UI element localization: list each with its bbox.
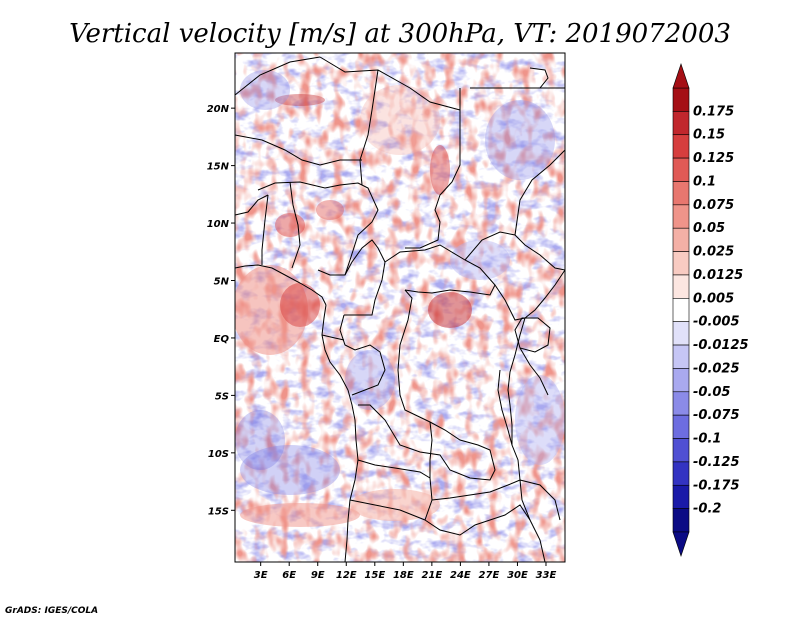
colorbar-label: 0.1 [693, 174, 716, 189]
x-tick-label: 18E [393, 570, 414, 581]
y-tick-label: 5S [215, 391, 229, 402]
border-sahel-1 [235, 134, 362, 166]
border-gabon [321, 334, 345, 341]
x-tick-label: 6E [282, 570, 296, 581]
colorbar-band [672, 111, 690, 136]
y-tick-label: 15N [207, 162, 230, 173]
colorbar-label: 0.0125 [693, 268, 743, 283]
border-sudan-ethiopia [514, 149, 565, 236]
border-tanganyika [497, 369, 513, 446]
colorbar-band [672, 181, 690, 206]
colorbar-band [672, 274, 690, 299]
border-west-3 [289, 181, 301, 269]
colorbar-label: -0.2 [693, 502, 721, 517]
y-axis: 20N 15N 10N 5N EQ 5S 10S 15S [207, 104, 235, 517]
x-tick-label: 12E [336, 570, 357, 581]
colorbar-band [672, 134, 690, 159]
border-libya-egypt [459, 87, 565, 110]
coastline-west-africa [235, 264, 327, 306]
colorbar-label: 0.075 [693, 198, 734, 213]
colorbar-label: 0.005 [693, 291, 734, 306]
colorbar-band [672, 484, 690, 509]
colorbar-band [672, 414, 690, 439]
coastline-east-africa [507, 269, 565, 562]
colorbar-top-arrow [672, 63, 690, 89]
colorbar-label: 0.125 [693, 151, 734, 166]
x-tick-label: 33E [536, 570, 557, 581]
border-red-sea [529, 67, 549, 89]
colorbar-band [672, 204, 690, 229]
border-drc-east [358, 289, 496, 481]
colorbar-label: 0.05 [693, 221, 725, 236]
country-borders [235, 56, 565, 562]
border-tanzania [519, 347, 549, 396]
map-frame [234, 52, 566, 563]
y-tick-label: 20N [207, 104, 230, 115]
colorbar-label: -0.005 [693, 315, 740, 330]
x-tick-label: 15E [364, 570, 385, 581]
colorbar-label: -0.05 [693, 385, 730, 400]
colorbar-band [672, 157, 690, 182]
downdraft-regions [235, 70, 565, 495]
colorbar-label: -0.025 [693, 361, 740, 376]
border-west-2 [261, 194, 269, 265]
coastline-central-africa [321, 304, 359, 562]
border-congo [339, 314, 386, 396]
chart-title: Vertical velocity [m/s] at 300hPa, VT: 2… [69, 19, 731, 49]
border-chad-sudan [405, 110, 461, 249]
colorbar-band [672, 227, 690, 252]
updraft-regions [235, 85, 472, 527]
y-tick-label: 5N [214, 276, 230, 287]
border-zambia-west [429, 421, 433, 478]
colorbar-band [672, 368, 690, 393]
border-south-sudan [464, 231, 565, 271]
colorbar-band [672, 298, 690, 322]
colorbar-band [672, 251, 690, 276]
colorbar-band [672, 438, 690, 463]
x-tick-label: 21E [421, 570, 442, 581]
y-tick-label: 10N [207, 219, 230, 230]
x-axis: 3E 6E 9E 12E 15E 18E 21E 24E 27E 30E 33E [254, 562, 557, 581]
colorbar-band [672, 321, 690, 346]
colorbar-band [672, 391, 690, 416]
colorbar-band [672, 87, 690, 112]
border-sahara-2 [319, 56, 461, 111]
border-uganda-kenya [494, 284, 526, 321]
x-tick-label: 3E [254, 570, 268, 581]
colorbar-label: -0.175 [693, 478, 740, 493]
x-tick-label: 9E [311, 570, 325, 581]
border-angola-namibia [349, 499, 426, 521]
x-tick-label: 24E [450, 570, 471, 581]
y-tick-label: 10S [208, 449, 229, 460]
colorbar-label: -0.0125 [693, 338, 749, 353]
colorbar-label: -0.1 [693, 432, 721, 447]
colorbar-band [672, 508, 690, 533]
colorbar: 0.175 0.15 0.125 0.1 0.075 0.05 0.025 0.0125 0.0… [672, 63, 749, 557]
colorbar-label: 0.15 [693, 128, 725, 143]
credit-label: GrADS: IGES/COLA [5, 606, 98, 616]
border-west-1 [235, 194, 269, 216]
y-tick-label: 15S [208, 506, 229, 517]
colorbar-label: -0.125 [693, 455, 740, 470]
colorbar-band [672, 344, 690, 369]
border-mozambique [519, 479, 561, 521]
border-zambia [431, 479, 521, 501]
colorbar-label: 0.175 [693, 104, 734, 119]
map-area [235, 53, 565, 562]
x-tick-label: 30E [507, 570, 528, 581]
colorbar-band [672, 461, 690, 486]
border-cameroon [344, 239, 386, 316]
border-sahara-1 [235, 56, 321, 96]
colorbar-label: 0.025 [693, 245, 734, 260]
colorbar-bottom-arrow [672, 531, 690, 557]
border-niger-chad [359, 69, 379, 186]
border-south [424, 504, 531, 536]
y-tick-label: EQ [214, 334, 230, 345]
colorbar-label: -0.075 [693, 408, 740, 423]
x-tick-label: 27E [479, 570, 500, 581]
